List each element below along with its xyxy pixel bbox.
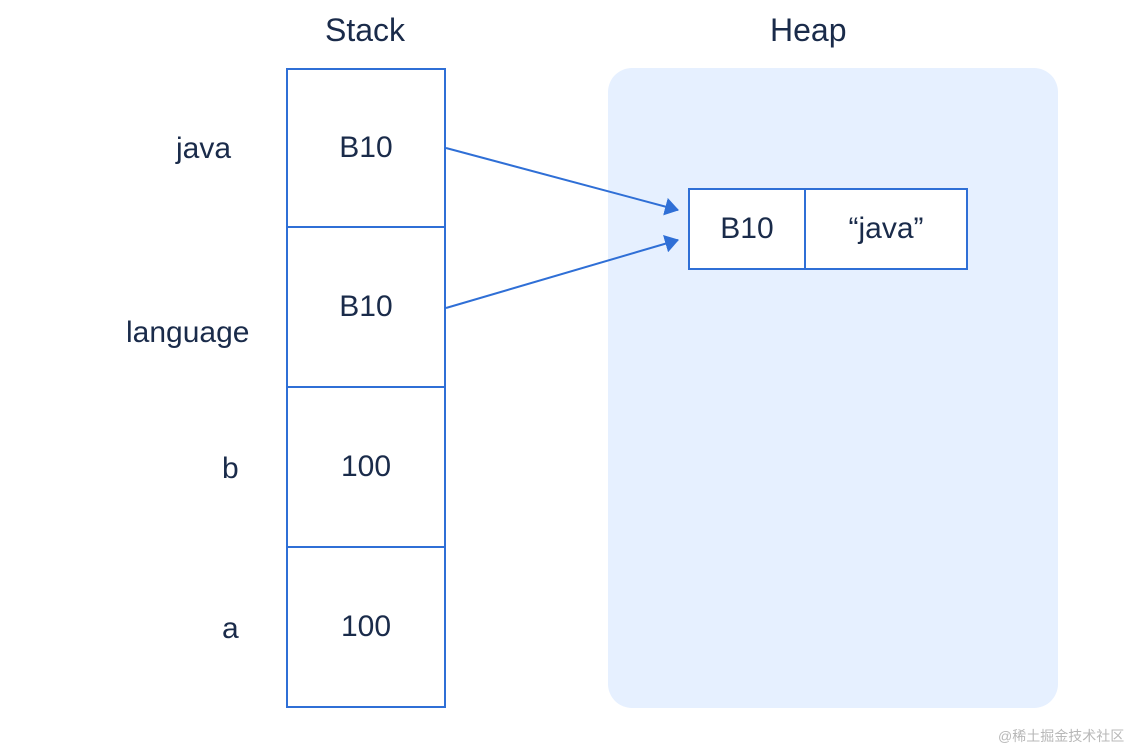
heap-region [608,68,1058,708]
stack-title: Stack [325,12,405,49]
watermark-text: @稀土掘金技术社区 [998,726,1124,746]
stack-variable-label: java [176,132,231,166]
stack-variable-label: b [222,452,239,486]
stack-cell: 100 [286,548,446,708]
stack-variable-label: language [126,316,249,350]
heap-title: Heap [770,12,847,49]
stack-variable-label: a [222,612,239,646]
heap-cell: “java” [806,188,968,270]
diagram-canvas: Stack Heap B10B10100100 javalanguageba B… [0,0,1142,752]
stack-cell: B10 [286,68,446,228]
stack-cell: 100 [286,388,446,548]
heap-cell: B10 [688,188,806,270]
stack-cell: B10 [286,228,446,388]
